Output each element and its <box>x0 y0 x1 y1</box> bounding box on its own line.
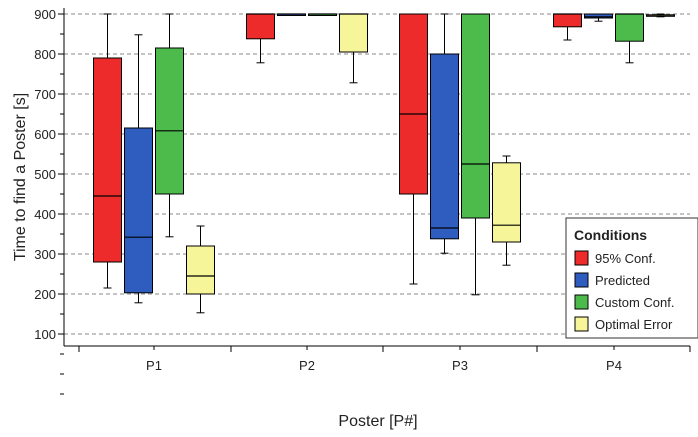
legend-swatch <box>574 316 589 332</box>
legend-label: Optimal Error <box>595 317 673 332</box>
box <box>492 162 521 243</box>
x-tick-label: P4 <box>606 358 622 373</box>
box <box>615 13 644 42</box>
legend-label: 95% Conf. <box>595 251 656 266</box>
box-optimal-error-p1 <box>186 225 215 314</box>
legend-swatch <box>574 250 589 266</box>
x-tick-label: P1 <box>146 358 162 373</box>
y-tick-label: 200 <box>34 287 56 302</box>
y-tick-label: 400 <box>34 207 56 222</box>
legend-items: 95% Conf. Predicted Custom Conf. Optimal Er… <box>574 250 674 332</box>
axes <box>63 8 690 347</box>
box-predicted-p4 <box>584 13 613 22</box>
y-tick-label: 700 <box>34 87 56 102</box>
box <box>399 13 428 195</box>
y-axis-ticks: 100 200 300 400 500 600 700 800 900 <box>34 7 64 395</box>
box-plot-series <box>93 13 675 314</box>
box <box>430 53 459 240</box>
y-tick-label: 900 <box>34 7 56 22</box>
box-optimal-error-p4 <box>646 13 675 18</box>
box-95-conf--p2 <box>246 13 275 64</box>
x-axis-ticks: P1 P2 P3 P4 <box>78 346 691 373</box>
legend-swatch <box>574 272 589 288</box>
box-95-conf--p1 <box>93 13 122 289</box>
box <box>461 13 490 219</box>
y-axis-title: Time to find a Poster [s] <box>12 93 29 261</box>
box <box>339 13 368 53</box>
box-custom-conf--p1 <box>155 13 184 238</box>
y-tick-label: 300 <box>34 247 56 262</box>
y-tick-label: 100 <box>34 327 56 342</box>
box-predicted-p1 <box>124 34 153 304</box>
box-predicted-p2 <box>277 13 306 16</box>
x-tick-label: P2 <box>299 358 315 373</box>
box-custom-conf--p4 <box>615 13 644 64</box>
box <box>124 127 153 294</box>
box-95-conf--p4 <box>553 13 582 41</box>
box-custom-conf--p3 <box>461 13 490 296</box>
box-predicted-p3 <box>430 13 459 254</box>
box <box>584 13 613 19</box>
y-tick-label: 600 <box>34 127 56 142</box>
legend-label: Predicted <box>595 273 650 288</box>
legend-swatch <box>574 294 589 310</box>
box-optimal-error-p2 <box>339 13 368 84</box>
x-tick-label: P3 <box>452 358 468 373</box>
box-95-conf--p3 <box>399 13 428 285</box>
y-tick-label: 800 <box>34 47 56 62</box>
box <box>155 47 184 195</box>
legend-label: Custom Conf. <box>595 295 674 310</box>
box <box>246 13 275 40</box>
x-axis-title: Poster [P#] <box>338 413 417 430</box>
box-custom-conf--p2 <box>308 13 337 16</box>
legend: Conditions 95% Conf. Predicted Custom Conf… <box>565 217 698 339</box>
box-optimal-error-p3 <box>492 155 521 266</box>
box <box>186 245 215 295</box>
legend-title: Conditions <box>574 227 647 243</box>
y-tick-label: 500 <box>34 167 56 182</box>
box <box>93 57 122 263</box>
box <box>553 13 582 28</box>
